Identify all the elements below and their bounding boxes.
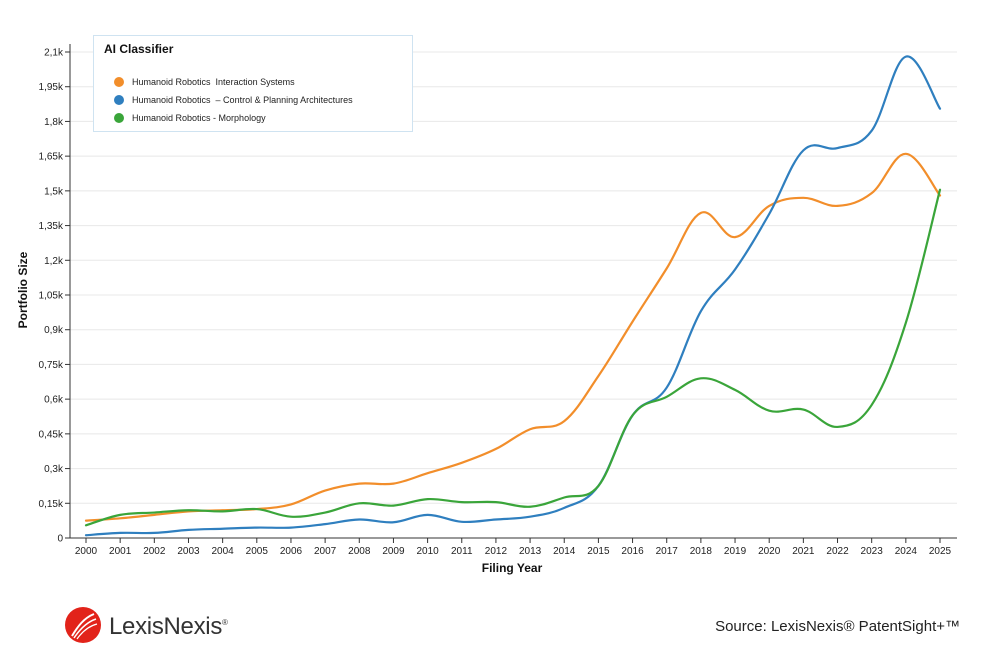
x-tick-label: 2015 <box>587 546 610 557</box>
x-tick-label: 2008 <box>348 546 371 557</box>
x-tick-label: 2012 <box>485 546 508 557</box>
legend-item-morphology: Humanoid Robotics - Morphology <box>104 100 266 123</box>
y-tick-label: 1,5k <box>44 186 64 197</box>
series-line-interaction-systems <box>84 152 942 522</box>
legend-dot-control <box>114 94 125 105</box>
y-tick-label: 1,35k <box>39 221 64 232</box>
x-tick-label: 2018 <box>690 546 713 557</box>
legend-dot-interaction <box>114 76 125 87</box>
y-tick-label: 1,05k <box>39 291 64 302</box>
series-line-control-planning <box>84 55 942 537</box>
axes <box>69 44 957 539</box>
y-tick-label: 0,6k <box>44 395 64 406</box>
y-axis-title: Portfolio Size <box>16 251 30 328</box>
legend-label-interaction: Humanoid Robotics Interaction Systems <box>132 77 295 87</box>
logo-registered: ® <box>222 618 228 627</box>
x-tick-labels: 2000 2001 2002 2003 2004 2005 2006 2007 2008 2009… <box>75 538 952 557</box>
x-tick-label: 2005 <box>246 546 269 557</box>
x-tick-label: 2007 <box>314 546 337 557</box>
x-tick-label: 2000 <box>75 546 98 557</box>
x-tick-label: 2010 <box>416 546 439 557</box>
y-tick-label: 0,9k <box>44 325 64 336</box>
y-tick-label: 0,3k <box>44 464 64 475</box>
x-tick-label: 2017 <box>656 546 679 557</box>
legend-title: AI Classifier <box>104 42 174 56</box>
x-tick-label: 2021 <box>792 546 815 557</box>
x-tick-label: 2009 <box>382 546 405 557</box>
legend-label-control: Humanoid Robotics – Control & Planning A… <box>132 95 353 105</box>
y-tick-label: 0,15k <box>39 499 64 510</box>
y-tick-label: 1,8k <box>44 117 64 128</box>
x-tick-label: 2025 <box>929 546 952 557</box>
y-tick-label: 0,45k <box>39 429 64 440</box>
x-tick-label: 2023 <box>861 546 884 557</box>
x-tick-label: 2003 <box>177 546 200 557</box>
lexisnexis-logo-icon <box>65 607 101 643</box>
x-tick-label: 2014 <box>553 546 576 557</box>
y-tick-label: 0 <box>57 534 63 545</box>
x-tick-label: 2016 <box>621 546 644 557</box>
x-tick-label: 2022 <box>826 546 849 557</box>
series-line-morphology <box>84 188 942 527</box>
legend-item-interaction: Humanoid Robotics Interaction Systems <box>104 64 295 87</box>
x-tick-label: 2002 <box>143 546 166 557</box>
y-tick-label: 1,65k <box>39 152 64 163</box>
x-tick-label: 2006 <box>280 546 303 557</box>
legend: AI Classifier Humanoid Robotics Interact… <box>93 35 413 132</box>
legend-label-morphology: Humanoid Robotics - Morphology <box>132 113 266 123</box>
x-tick-label: 2019 <box>724 546 747 557</box>
y-tick-label: 1,95k <box>39 82 64 93</box>
series-lines <box>84 55 942 537</box>
x-tick-label: 2024 <box>895 546 918 557</box>
legend-dot-morphology <box>114 112 125 123</box>
x-tick-label: 2020 <box>758 546 781 557</box>
x-axis-title: Filing Year <box>482 561 543 575</box>
x-tick-label: 2011 <box>451 546 473 557</box>
legend-item-control: Humanoid Robotics – Control & Planning A… <box>104 82 353 105</box>
y-tick-label: 0,75k <box>39 360 64 371</box>
source-note: Source: LexisNexis® PatentSight+™ <box>715 618 960 635</box>
x-tick-label: 2013 <box>519 546 542 557</box>
x-tick-label: 2001 <box>109 546 132 557</box>
logo-wordmark: LexisNexis <box>109 613 223 640</box>
logo-text: LexisNexis® <box>109 613 228 641</box>
y-tick-label: 2,1k <box>44 48 64 59</box>
y-tick-labels: 0 0,15k 0,3k 0,45k 0,6k 0,75k 0,9k 1,05k 1,2k 1,3… <box>39 48 64 545</box>
x-tick-label: 2004 <box>212 546 235 557</box>
y-tick-label: 1,2k <box>44 256 64 267</box>
